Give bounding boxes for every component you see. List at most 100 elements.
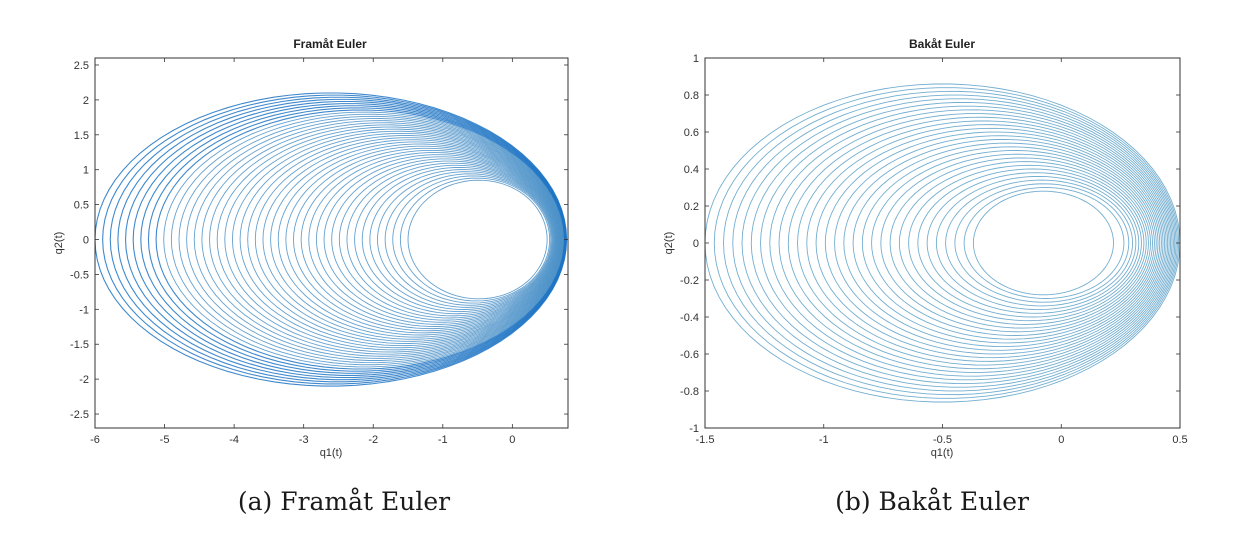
trajectory-loop [898, 161, 1147, 325]
y-tick-label: 0.4 [684, 164, 699, 176]
trajectory-loop [741, 98, 1176, 388]
y-tick-label: -1 [689, 423, 699, 435]
x-tick-label: -5 [160, 434, 170, 446]
trajectory-loop [806, 124, 1166, 362]
trajectory-loop [384, 173, 553, 306]
trajectory-loop [262, 139, 561, 340]
x-tick-label: -1.5 [696, 434, 715, 446]
y-tick-label: 0.8 [684, 90, 699, 102]
caption-a: (a) Framåt Euler [237, 487, 451, 516]
y-tick-label: -1.5 [70, 339, 89, 351]
trajectory-loop [186, 118, 564, 361]
y-tick-label: 0.5 [74, 200, 89, 212]
trajectory-loop [713, 87, 1180, 399]
trajectory-loop [871, 150, 1153, 336]
y-axis-ticks: -1 -0.8 -0.6 -0.4 -0.2 0 0.2 0.4 0.6 0.8 1 [680, 53, 1180, 435]
trajectory-loop [109, 96, 567, 383]
trajectory-loop [323, 156, 558, 323]
trajectory-loop [338, 160, 557, 319]
trajectory-loop [861, 146, 1155, 340]
trajectory-loop [824, 131, 1162, 355]
y-tick-label: -2 [79, 374, 89, 386]
trajectory-loop [201, 122, 564, 357]
plot-area [704, 57, 1181, 429]
trajectory-loop [917, 168, 1142, 318]
y-tick-label: -2.5 [70, 409, 89, 421]
trajectory-loop [209, 124, 563, 355]
trajectory-loop [392, 175, 552, 304]
trajectory-loop [732, 94, 1177, 392]
trajectory-loop [216, 126, 563, 353]
y-tick-label: -0.8 [680, 386, 699, 398]
trajectory-loop [102, 94, 567, 385]
y-tick-label: -0.2 [680, 275, 699, 287]
trajectory-loop [277, 143, 560, 336]
trajectory-loop [285, 145, 560, 334]
x-tick-label: 0.5 [1172, 434, 1187, 446]
y-axis-ticks: -2.5 -2 -1.5 -1 -0.5 0 0.5 1 1.5 2 2.5 [70, 60, 568, 421]
trajectory-loop [399, 177, 551, 302]
trajectory-loop [354, 164, 555, 315]
x-tick-label: -0.5 [933, 434, 952, 446]
y-tick-label: -0.5 [70, 269, 89, 281]
x-tick-label: -6 [90, 434, 100, 446]
trajectory-loop [239, 132, 562, 347]
trajectory-loop [132, 103, 566, 376]
x-axis-label: q1(t) [320, 447, 343, 459]
trajectory-loop [178, 115, 564, 364]
figure: Framåt Euler -6 -5 -4 -3 -2 -1 0 -2.5-2-1.5-1-… [53, 37, 1188, 459]
y-tick-label: 0 [83, 235, 89, 247]
trajectory-loop [778, 113, 1170, 373]
y-tick-label: 1 [693, 53, 699, 65]
phase-trajectory [94, 92, 568, 387]
panel-a: Framåt Euler -6 -5 -4 -3 -2 -1 0 -2.5-2-1.5-1-… [53, 37, 569, 459]
y-tick-label: -1 [79, 304, 89, 316]
trajectory-loop [315, 154, 558, 325]
trajectory-loop [377, 171, 553, 308]
trajectory-loop [224, 128, 563, 351]
trajectory-loop [254, 137, 561, 342]
trajectory-loop [852, 142, 1157, 344]
x-tick-label: 0 [509, 434, 515, 446]
trajectory-loop [963, 187, 1125, 299]
trajectory-loop [117, 98, 567, 381]
y-axis-label: q2(t) [53, 232, 65, 255]
trajectory-loop [407, 179, 548, 300]
caption-b: (b) Bakåt Euler [835, 487, 1029, 516]
trajectory-loop [834, 135, 1161, 351]
trajectory-loop [723, 90, 1178, 396]
x-axis-label: q1(t) [931, 447, 954, 459]
trajectory-loop [935, 175, 1137, 311]
trajectory-loop [815, 127, 1164, 359]
chart-title: Bakåt Euler [909, 37, 975, 51]
trajectory-loop [369, 169, 554, 310]
trajectory-loop [293, 147, 559, 332]
trajectory-loop [972, 190, 1114, 296]
trajectory-loop [247, 135, 562, 344]
trajectory-loop [193, 120, 564, 359]
trajectory-loop [147, 107, 566, 372]
trajectory-loop [926, 172, 1140, 314]
trajectory-loop [769, 109, 1172, 377]
x-tick-label: -2 [368, 434, 378, 446]
trajectory-loop [945, 179, 1134, 307]
y-axis-label: q2(t) [663, 232, 675, 255]
phase-trajectory [704, 83, 1181, 403]
trajectory-loop [750, 102, 1174, 384]
y-tick-label: 1.5 [74, 130, 89, 142]
trajectory-loop [908, 164, 1145, 322]
x-tick-label: -3 [299, 434, 309, 446]
y-tick-label: 0.2 [684, 201, 699, 213]
y-tick-label: -0.4 [680, 312, 699, 324]
y-tick-label: 0 [693, 238, 699, 250]
y-tick-label: 1 [83, 165, 89, 177]
x-tick-label: -1 [819, 434, 829, 446]
trajectory-loop [308, 152, 558, 327]
trajectory-loop [124, 100, 567, 379]
y-tick-label: 2.5 [74, 60, 89, 72]
x-axis-ticks: -1.5 -1 -0.5 0 0.5 [696, 58, 1188, 446]
y-tick-label: 2 [83, 95, 89, 107]
trajectory-loop [797, 120, 1167, 366]
x-tick-label: 0 [1058, 434, 1064, 446]
plot-area [94, 57, 569, 429]
